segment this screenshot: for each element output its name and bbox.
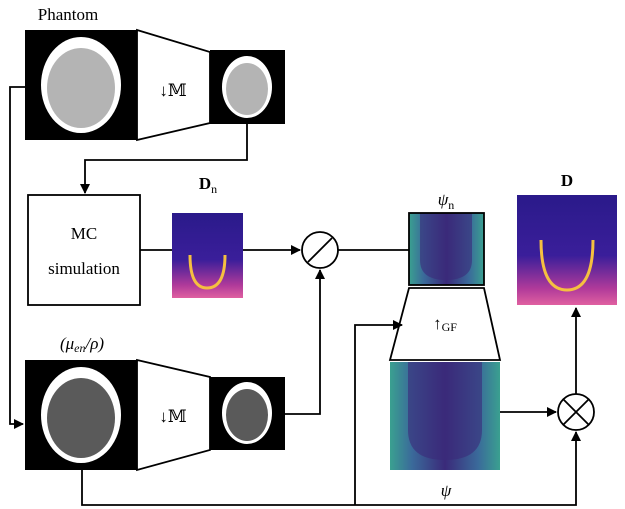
dose-image xyxy=(172,213,243,298)
mc-box xyxy=(28,195,140,305)
downsample-label: ↓𝕄 xyxy=(159,81,187,100)
phantom-images xyxy=(25,30,285,140)
mu-label: (μen/ρ) xyxy=(60,334,104,355)
psi-label: ψ xyxy=(441,481,452,500)
upsample-label: ↑GF xyxy=(433,314,457,334)
mc-label: MC xyxy=(71,224,97,243)
diagram: Phantom ↓𝕄 MC simulation Dn ψn ↑GF ψ D (… xyxy=(0,0,625,509)
downsample-label: ↓𝕄 xyxy=(159,407,187,426)
dn-label: Dn xyxy=(199,174,217,196)
mu-images xyxy=(25,360,285,470)
psi-n-label: ψn xyxy=(438,190,455,212)
d-label: D xyxy=(561,171,573,190)
mc-label: simulation xyxy=(48,259,120,278)
phantom-label: Phantom xyxy=(38,5,98,24)
